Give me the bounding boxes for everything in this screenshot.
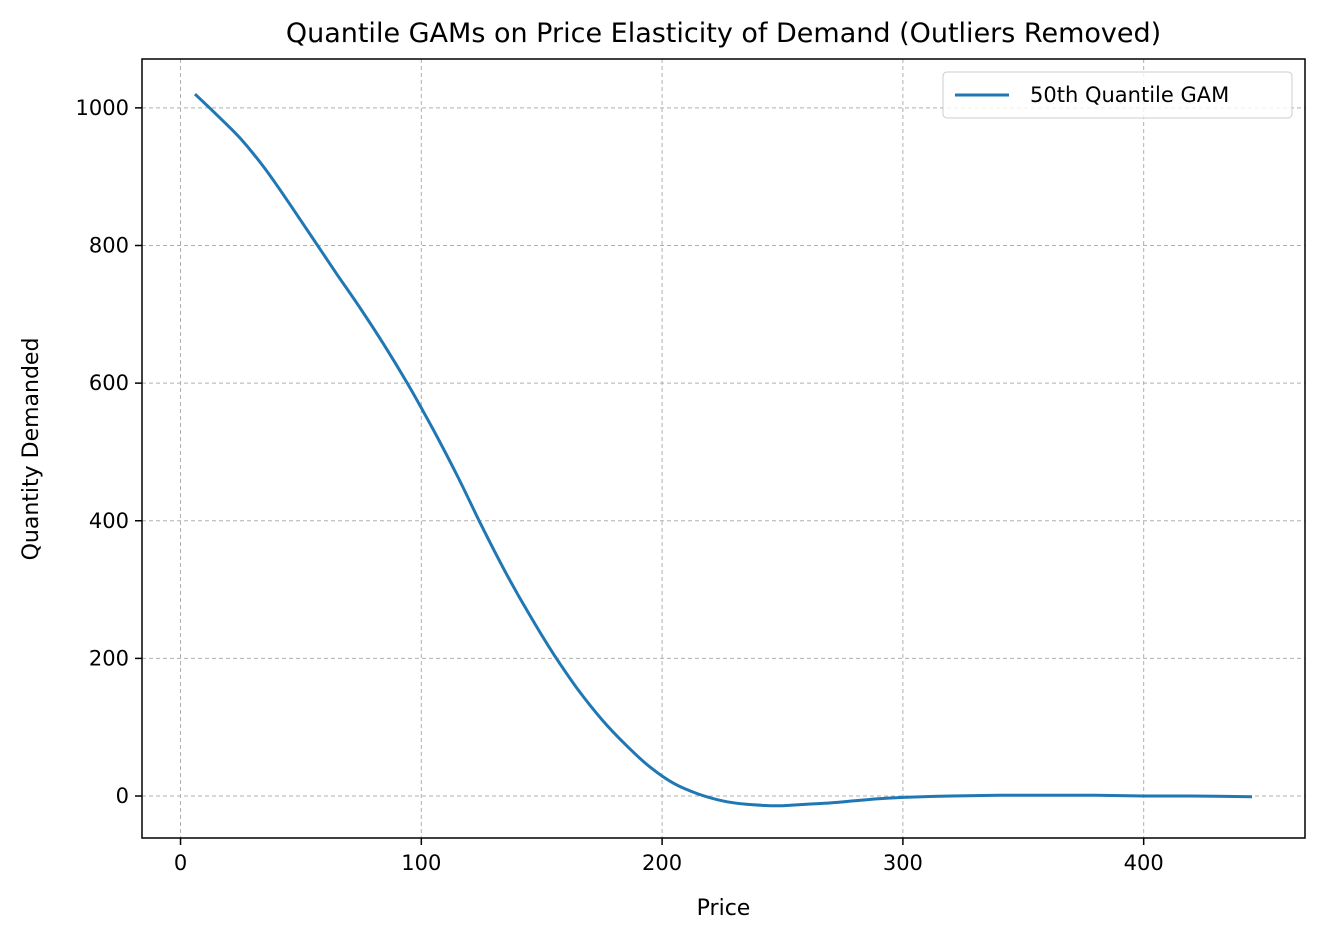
legend-label: 50th Quantile GAM bbox=[1030, 83, 1229, 107]
y-tick-label: 600 bbox=[89, 371, 129, 395]
chart-title: Quantile GAMs on Price Elasticity of Dem… bbox=[286, 18, 1161, 49]
x-tick-label: 400 bbox=[1124, 851, 1164, 875]
y-axis-label: Quantity Demanded bbox=[19, 338, 44, 561]
x-tick-label: 100 bbox=[401, 851, 441, 875]
legend: 50th Quantile GAM bbox=[942, 71, 1293, 119]
grid-layer bbox=[142, 59, 1305, 838]
legend-box bbox=[942, 71, 1293, 119]
y-tick-label: 200 bbox=[89, 646, 129, 670]
y-tick-label: 1000 bbox=[76, 96, 129, 120]
y-tick-label: 800 bbox=[89, 233, 129, 257]
x-tick-label: 0 bbox=[174, 851, 187, 875]
series-line-50th-quantile-gam bbox=[193, 93, 1253, 808]
y-tick-label: 0 bbox=[116, 784, 129, 808]
tick-layer: 0 100 200 300 400 0 200 400 600 800 1000 bbox=[76, 96, 1164, 875]
x-tick-label: 200 bbox=[642, 851, 682, 875]
x-tick-label: 300 bbox=[883, 851, 923, 875]
line-layer bbox=[193, 93, 1253, 808]
plot-frame bbox=[141, 58, 1306, 839]
y-tick-label: 400 bbox=[89, 509, 129, 533]
x-axis-label: Price bbox=[697, 896, 751, 921]
